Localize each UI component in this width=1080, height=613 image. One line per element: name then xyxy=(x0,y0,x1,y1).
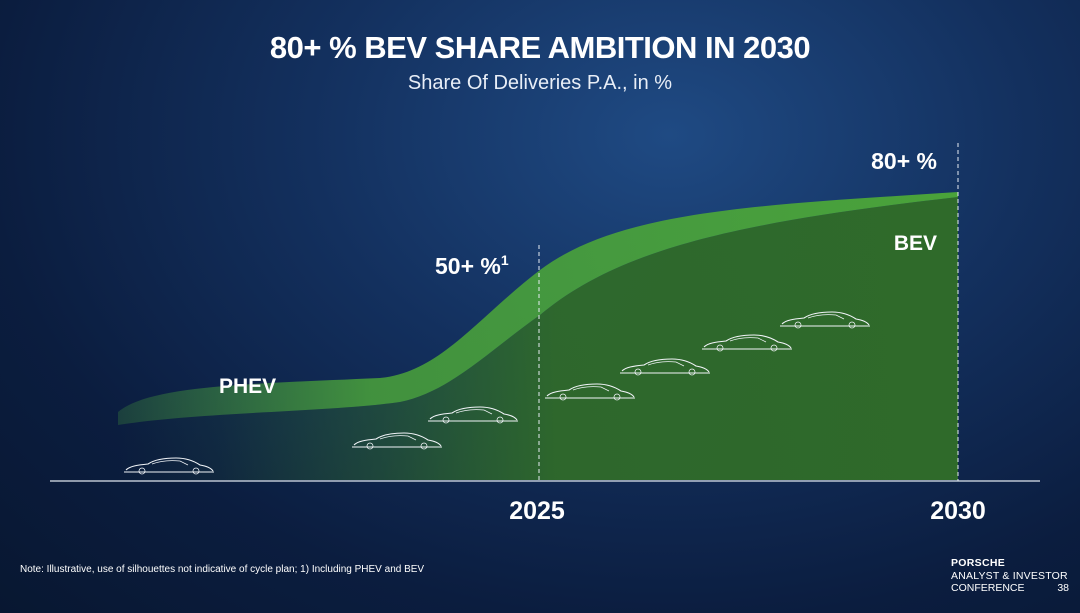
footnote-marker: 1 xyxy=(501,252,509,268)
milestone-label-2025: 50+ %1 xyxy=(435,252,509,279)
series-label-bev: BEV xyxy=(894,232,937,255)
bev-area xyxy=(118,197,958,480)
tick-label-2025: 2025 xyxy=(509,497,565,525)
page-subtitle: Share Of Deliveries P.A., in % xyxy=(407,72,673,94)
brand-line-2: ANALYST & INVESTOR xyxy=(951,569,1068,582)
phev-band xyxy=(118,192,958,425)
milestone-label-2030: 80+ % xyxy=(871,148,937,174)
conference-brand: PORSCHE ANALYST & INVESTOR CONFERENCE 38 xyxy=(951,557,1069,595)
brand-line-3: CONFERENCE xyxy=(951,582,1025,594)
footnote-text: Note: Illustrative, use of silhouettes n… xyxy=(20,564,425,575)
series-label-phev: PHEV xyxy=(219,375,276,398)
page-number: 38 xyxy=(1057,582,1069,594)
tick-label-2030: 2030 xyxy=(930,497,986,525)
brand-name: PORSCHE xyxy=(951,557,1006,569)
page-title: 80+ % BEV SHARE AMBITION IN 2030 xyxy=(269,30,811,65)
milestone-value-2025: 50+ % xyxy=(435,253,501,279)
